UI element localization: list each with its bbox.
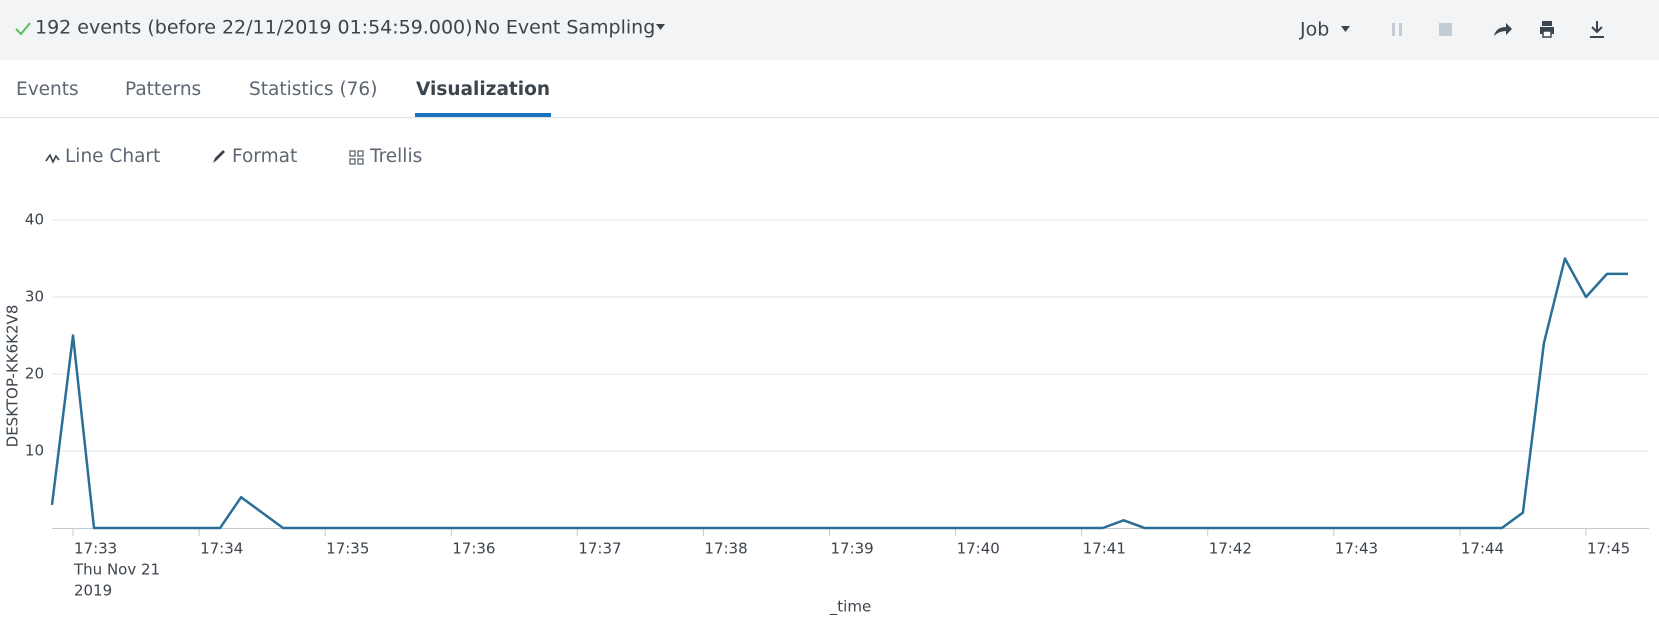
- tab[interactable]: Patterns: [125, 79, 201, 100]
- y-tick-label: 30: [25, 288, 44, 306]
- x-tick-label: 17:38: [704, 540, 747, 558]
- series-line: [50, 257, 1628, 530]
- x-tick-label: 17:35: [326, 540, 369, 558]
- x-tick-label: 17:37: [578, 540, 621, 558]
- active-tab-indicator: [415, 113, 551, 117]
- print-button[interactable]: [1540, 21, 1554, 38]
- y-axis-title: DESKTOP-KK6K2V8: [4, 305, 22, 448]
- x-tick-label: 17:41: [1083, 540, 1126, 558]
- success-icon: [15, 22, 31, 36]
- job-menu[interactable]: Job: [1299, 19, 1329, 41]
- format-icon: [213, 150, 225, 163]
- event-status: 192 events (before 22/11/2019 01:54:59.0…: [35, 17, 473, 39]
- x-tick-label: 17:36: [452, 540, 495, 558]
- pause-button[interactable]: [1392, 23, 1402, 36]
- x-tick-label: 17:43: [1335, 540, 1378, 558]
- tab[interactable]: Visualization: [416, 79, 550, 100]
- stop-button[interactable]: [1439, 23, 1452, 36]
- y-tick-label: 40: [25, 211, 44, 229]
- header-bar: [0, 0, 1659, 60]
- x-tick-label: 17:44: [1461, 540, 1504, 558]
- x-tick-label: 17:42: [1209, 540, 1252, 558]
- x-tick-date: 2019: [74, 582, 112, 600]
- x-tick-label: 17:33: [74, 540, 117, 558]
- caret: [656, 24, 665, 30]
- share-button[interactable]: [1494, 23, 1512, 36]
- caret: [1341, 26, 1350, 32]
- x-tick-date: Thu Nov 21: [73, 561, 160, 579]
- trellis-button[interactable]: Trellis: [369, 146, 422, 167]
- x-tick-label: 17:34: [200, 540, 243, 558]
- chart: 10 20 30 40 17:33 Thu Nov 21 2019 17:34 17:35 17:…: [4, 211, 1649, 617]
- y-tick-label: 20: [25, 365, 44, 383]
- export-button[interactable]: [1590, 21, 1604, 38]
- x-tick-label: 17:45: [1587, 540, 1630, 558]
- chart-type-button[interactable]: Line Chart: [65, 146, 160, 167]
- format-button[interactable]: Format: [232, 146, 297, 167]
- x-axis-title: _time: [829, 598, 871, 617]
- sampling-dropdown[interactable]: No Event Sampling: [474, 17, 655, 39]
- trellis-icon: [349, 150, 364, 165]
- tab[interactable]: Events: [16, 79, 79, 100]
- x-tick-label: 17:39: [830, 540, 873, 558]
- line-chart-icon: [45, 153, 60, 164]
- tab[interactable]: Statistics (76): [249, 79, 377, 100]
- y-tick-label: 10: [25, 442, 44, 460]
- x-tick-label: 17:40: [957, 540, 1000, 558]
